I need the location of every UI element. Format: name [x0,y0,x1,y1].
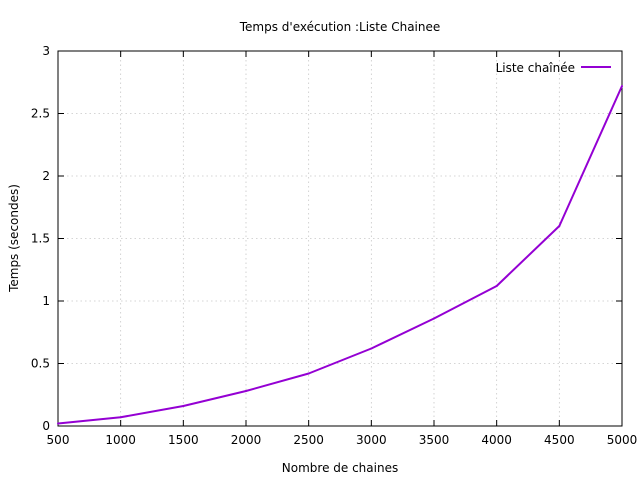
x-tick-label: 1500 [168,433,199,447]
y-tick-label: 3 [42,44,50,58]
x-tick-label: 2500 [293,433,324,447]
series-layer [57,85,623,425]
x-axis-label: Nombre de chaines [282,461,398,475]
data-point [433,317,435,320]
x-tick-label: 1000 [105,433,136,447]
x-tick-label: 2000 [231,433,262,447]
data-point [57,422,59,425]
x-tick-label: 4000 [481,433,512,447]
x-tick-label: 3500 [419,433,450,447]
y-axis-label: Temps (secondes) [7,184,21,293]
ticks-layer: 500 1000 1500 2000 2500 3000 3500 4000 4500 5000 0… [31,44,637,447]
data-point [245,390,247,392]
data-point [370,347,373,350]
data-point [119,416,122,419]
data-point [182,405,185,407]
y-tick-label: 2 [42,169,50,183]
y-tick-label: 0.5 [31,357,50,371]
y-tick-label: 1 [42,294,50,308]
data-point [621,85,623,87]
plot-frame [57,50,623,427]
grid-layer [58,51,622,426]
x-tick-label: 5000 [607,433,638,447]
x-tick-label: 500 [47,433,70,447]
series-line [57,85,623,425]
legend-label: Liste chaînée [496,61,575,75]
y-tick-label: 0 [42,419,50,433]
data-point [307,372,310,375]
data-point [558,225,561,227]
legend: Liste chaînée [496,61,611,75]
data-point [495,285,498,287]
chart-title: Temps d'exécution :Liste Chainee [239,20,441,34]
x-tick-label: 4500 [544,433,575,447]
y-tick-label: 2.5 [31,107,50,121]
x-tick-label: 3000 [356,433,387,447]
y-tick-label: 1.5 [31,232,50,246]
